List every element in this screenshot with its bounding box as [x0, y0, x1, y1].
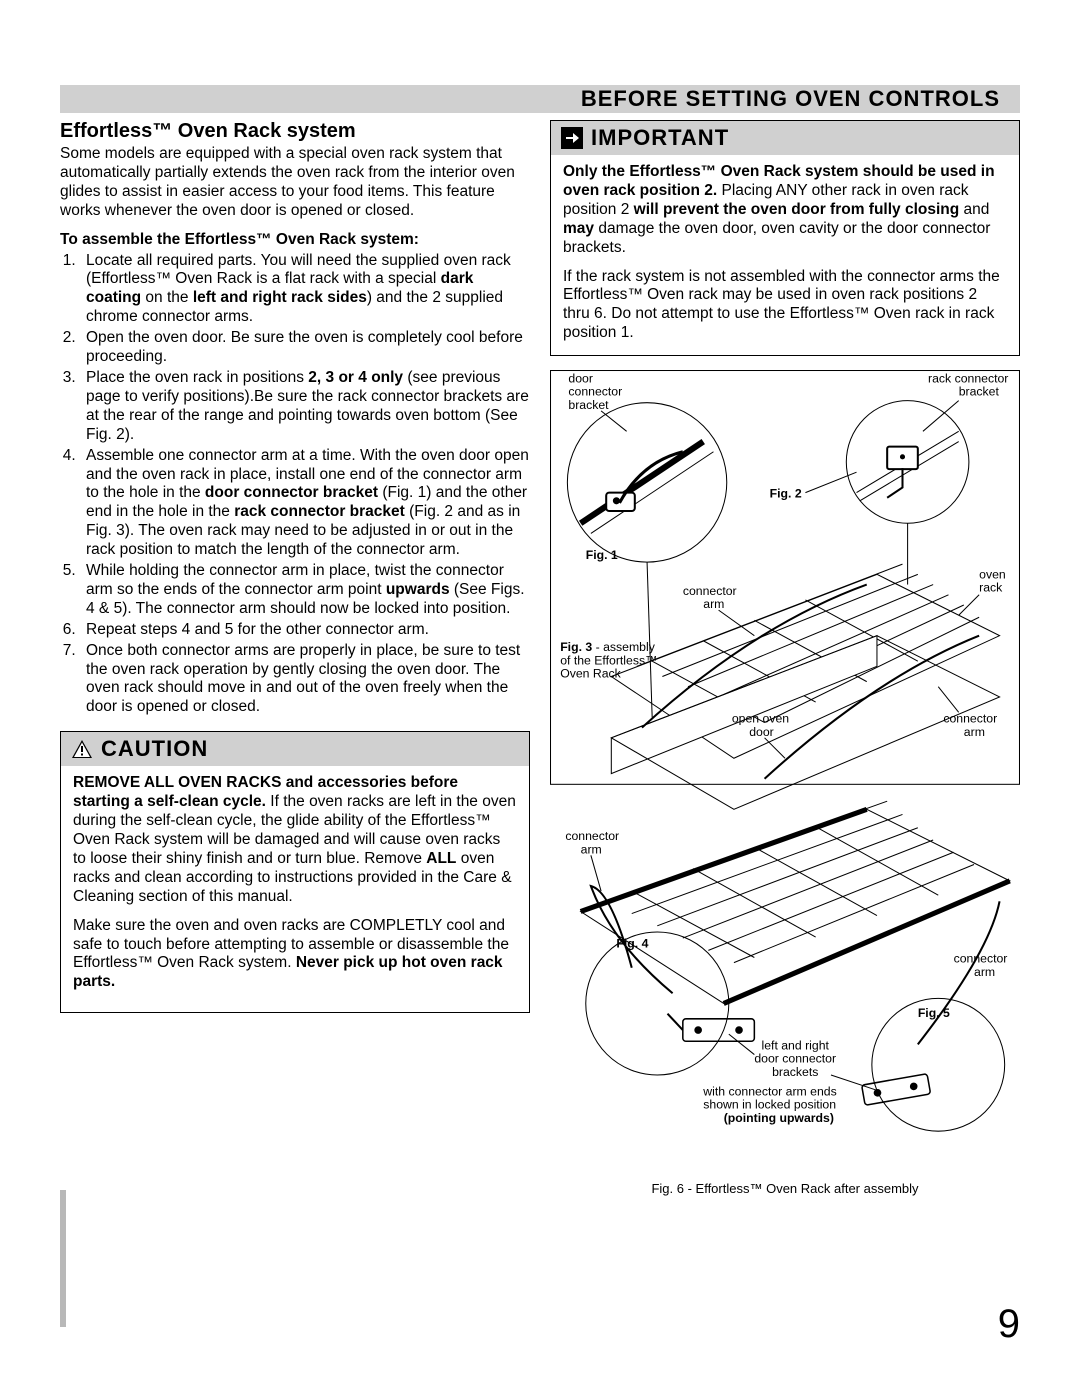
intro-paragraph: Some models are equipped with a special … — [60, 145, 530, 221]
lbl-fig1: Fig. 1 — [586, 548, 618, 562]
important-header: IMPORTANT — [551, 121, 1019, 155]
lbl-locked: with connector arm endsshown in locked p… — [702, 1085, 836, 1126]
section-title: BEFORE SETTING OVEN CONTROLS — [581, 86, 1000, 112]
step-2: Open the oven door. Be sure the oven is … — [80, 329, 530, 367]
step-5: While holding the connector arm in place… — [80, 562, 530, 619]
lbl-lr-brackets: left and rightdoor connectorbrackets — [754, 1039, 836, 1080]
step-6: Repeat steps 4 and 5 for the other conne… — [80, 621, 530, 640]
page-number: 9 — [998, 1302, 1020, 1347]
assembly-diagram: doorconnectorbracket rack connectorbrack… — [550, 370, 1020, 1197]
lbl-conn-arm-3: connectorarm — [565, 829, 619, 856]
caution-icon — [71, 739, 93, 759]
important-label: IMPORTANT — [591, 125, 729, 151]
lbl-rack-conn: rack connectorbracket — [928, 371, 1008, 398]
arrow-right-icon — [561, 127, 583, 149]
lbl-fig2: Fig. 2 — [770, 487, 802, 501]
section-header: BEFORE SETTING OVEN CONTROLS — [60, 85, 1020, 113]
lbl-conn-arm-1: connectorarm — [683, 584, 737, 611]
caution-header: CAUTION — [61, 732, 529, 766]
caution-box: CAUTION REMOVE ALL OVEN RACKS and access… — [60, 731, 530, 1013]
important-p1: Only the Effortless™ Oven Rack system sh… — [563, 163, 1007, 258]
fig6-caption: Fig. 6 - Effortless™ Oven Rack after ass… — [550, 1181, 1020, 1197]
lbl-open-door: open ovendoor — [732, 712, 789, 739]
lbl-fig5: Fig. 5 — [918, 1006, 950, 1020]
important-box: IMPORTANT Only the Effortless™ Oven Rack… — [550, 120, 1020, 356]
lbl-conn-arm-2: connectorarm — [943, 712, 997, 739]
lbl-fig3: Fig. 3 - assemblyof the Effortless™Oven … — [560, 640, 657, 681]
caution-p1: REMOVE ALL OVEN RACKS and accessories be… — [73, 774, 517, 906]
lbl-fig4: Fig. 4 — [616, 936, 648, 950]
assemble-heading: To assemble the Effortless™ Oven Rack sy… — [60, 231, 530, 250]
lbl-conn-arm-4: connectorarm — [954, 952, 1008, 979]
caution-p2: Make sure the oven and oven racks are CO… — [73, 917, 517, 993]
article-title: Effortless™ Oven Rack system — [60, 120, 530, 143]
important-p2: If the rack system is not assembled with… — [563, 268, 1007, 344]
lbl-oven-rack: ovenrack — [979, 568, 1006, 595]
step-1: Locate all required parts. You will need… — [80, 252, 530, 328]
diagram-svg: doorconnectorbracket rack connectorbrack… — [550, 370, 1020, 1177]
right-column: IMPORTANT Only the Effortless™ Oven Rack… — [550, 120, 1020, 1207]
assembly-steps: Locate all required parts. You will need… — [60, 252, 530, 718]
step-3: Place the oven rack in positions 2, 3 or… — [80, 369, 530, 445]
step-7: Once both connector arms are properly in… — [80, 642, 530, 718]
lbl-door-conn: doorconnectorbracket — [568, 371, 622, 412]
caution-label: CAUTION — [101, 736, 208, 762]
step-4: Assemble one connector arm at a time. Wi… — [80, 447, 530, 560]
side-rule — [60, 1190, 66, 1327]
left-column: Effortless™ Oven Rack system Some models… — [60, 120, 530, 1207]
